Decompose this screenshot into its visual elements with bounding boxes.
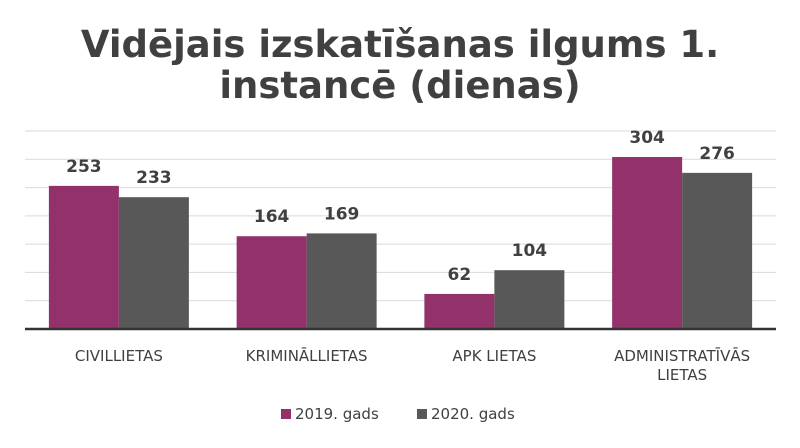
data-label: 164 bbox=[254, 207, 290, 227]
data-label: 104 bbox=[512, 241, 548, 261]
bar bbox=[682, 172, 753, 329]
data-label: 253 bbox=[66, 157, 102, 177]
x-tick-labels: CIVILLIETAS KRIMINĀLLIETAS APK LIETAS ADMIN… bbox=[75, 347, 750, 384]
bar bbox=[48, 185, 119, 329]
bar bbox=[118, 197, 189, 329]
data-label: 304 bbox=[629, 128, 665, 148]
bars bbox=[48, 157, 753, 329]
data-label: 169 bbox=[324, 204, 360, 224]
x-tick-label: CIVILLIETAS bbox=[75, 347, 163, 365]
legend-label: 2020. gads bbox=[431, 405, 515, 423]
bar bbox=[494, 270, 565, 329]
x-tick-label: APK LIETAS bbox=[452, 347, 536, 365]
data-labels: 253 233 164 169 62 104 304 276 bbox=[66, 128, 735, 285]
legend-label: 2019. gads bbox=[295, 405, 379, 423]
legend-swatch bbox=[281, 409, 291, 419]
chart-title-line-2: instancē (dienas) bbox=[219, 64, 580, 107]
chart-title-line-1: Vidējais izskatīšanas ilgums 1. bbox=[81, 23, 719, 66]
bar bbox=[424, 293, 495, 329]
bar bbox=[612, 157, 683, 329]
bar bbox=[236, 236, 307, 329]
x-tick-label: ADMINISTRATĪVĀS bbox=[614, 347, 750, 365]
x-tick-label: LIETAS bbox=[657, 366, 707, 384]
legend-swatch bbox=[417, 409, 427, 419]
x-tick-label: KRIMINĀLLIETAS bbox=[246, 347, 368, 365]
legend: 2019. gads 2020. gads bbox=[281, 405, 515, 423]
data-label: 233 bbox=[136, 168, 172, 188]
data-label: 62 bbox=[448, 265, 472, 285]
data-label: 276 bbox=[699, 144, 735, 164]
bar bbox=[306, 233, 377, 329]
